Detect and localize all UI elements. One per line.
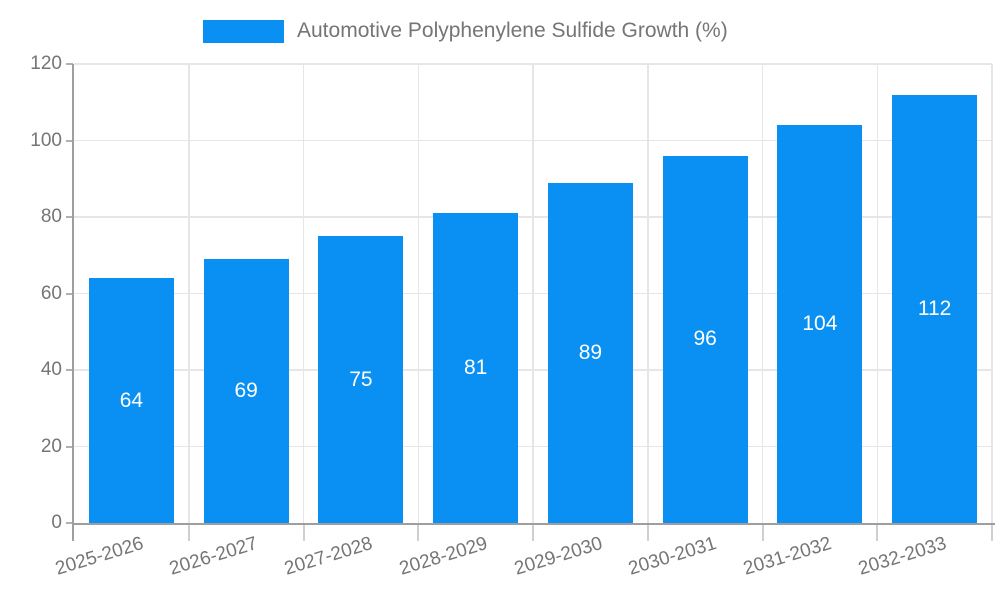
y-axis-tick <box>66 445 73 448</box>
legend-label: Automotive Polyphenylene Sulfide Growth … <box>297 19 728 42</box>
gridline-vertical <box>876 64 878 523</box>
bar-value-label: 81 <box>463 356 488 380</box>
x-axis-tick <box>761 525 764 541</box>
x-axis-tick-label: 2027-2028 <box>281 533 376 580</box>
gridline-vertical <box>991 64 993 523</box>
x-axis-tick-label: 2029-2030 <box>511 533 605 580</box>
bar-value-label: 89 <box>578 340 603 364</box>
bar[interactable]: 75 <box>318 236 404 523</box>
y-axis-tick-label: 0 <box>51 512 62 533</box>
y-axis-tick-label: 100 <box>30 129 62 151</box>
y-axis-tick-label: 80 <box>40 206 62 227</box>
gridline-vertical <box>417 64 419 523</box>
gridline-vertical <box>302 64 305 523</box>
y-axis-tick-label: 20 <box>40 435 62 457</box>
bar[interactable]: 104 <box>777 125 863 523</box>
chart-legend[interactable]: Automotive Polyphenylene Sulfide Growth … <box>203 16 728 46</box>
gridline-vertical <box>532 64 534 523</box>
x-axis-tick <box>532 525 534 541</box>
bar[interactable]: 96 <box>662 155 748 523</box>
y-axis-tick <box>66 369 73 371</box>
x-axis-tick <box>302 525 305 541</box>
x-axis-tick <box>417 525 420 541</box>
bar[interactable]: 81 <box>433 213 519 523</box>
x-axis-tick-label: 2032-2033 <box>855 533 949 580</box>
y-axis-tick-label: 40 <box>40 359 62 380</box>
y-axis-tick <box>66 216 73 218</box>
y-axis-tick <box>66 522 73 524</box>
bar[interactable]: 112 <box>892 94 978 523</box>
y-axis-tick-label: 60 <box>40 282 62 304</box>
bar[interactable]: 69 <box>203 259 289 523</box>
bar-value-label: 96 <box>693 327 717 351</box>
y-axis-tick <box>66 292 73 295</box>
bar[interactable]: 89 <box>547 182 633 523</box>
y-axis-tick <box>66 63 73 65</box>
y-axis-tick-label: 120 <box>30 53 62 74</box>
legend-swatch <box>203 19 284 43</box>
gridline-vertical <box>647 64 649 523</box>
bar-value-label: 104 <box>802 312 838 336</box>
x-axis-tick <box>187 525 190 541</box>
y-axis-tick <box>66 139 73 142</box>
bar-value-label: 75 <box>349 367 373 391</box>
bar[interactable]: 64 <box>88 278 174 523</box>
bar-value-label: 69 <box>234 379 258 403</box>
x-axis-tick-label: 2026-2027 <box>167 533 261 580</box>
y-axis-line <box>72 64 74 541</box>
x-axis-tick-label: 2025-2026 <box>52 533 146 580</box>
x-axis-tick <box>991 525 993 541</box>
x-axis-tick <box>876 525 879 541</box>
gridline-vertical <box>761 64 764 523</box>
bar-value-label: 112 <box>917 296 952 320</box>
x-axis-tick <box>646 525 649 541</box>
bar-value-label: 64 <box>119 388 144 412</box>
gridline-vertical <box>188 64 190 523</box>
x-axis-tick-label: 2031-2032 <box>740 533 835 580</box>
x-axis-tick-label: 2030-2031 <box>626 533 720 580</box>
x-axis-tick-label: 2028-2029 <box>396 533 490 580</box>
x-axis-line <box>72 523 995 525</box>
